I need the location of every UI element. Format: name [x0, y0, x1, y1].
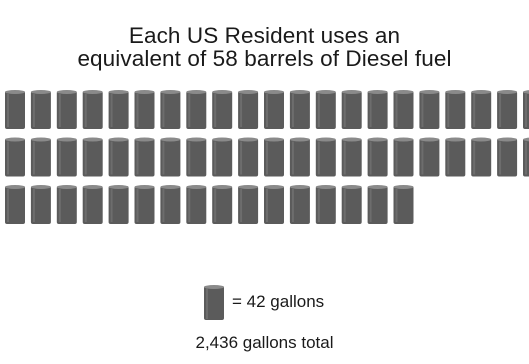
barrel-mark — [160, 137, 181, 177]
barrel-mark — [160, 185, 181, 224]
barrel-mark — [108, 137, 129, 177]
barrel-mark — [108, 90, 129, 129]
barrel-mark — [186, 90, 207, 129]
barrel-mark — [497, 137, 518, 177]
barrel-mark — [445, 90, 466, 129]
barrel-mark — [289, 185, 310, 224]
barrel-mark — [289, 137, 310, 177]
barrel-mark — [5, 137, 25, 177]
barrel-mark — [238, 90, 259, 129]
barrel-mark — [56, 90, 77, 129]
barrel-mark — [523, 90, 529, 129]
barrel-mark — [471, 90, 492, 129]
barrel-mark — [186, 137, 207, 177]
chart-title-line-1: Each US Resident uses an — [128, 23, 401, 48]
barrel-mark — [289, 90, 310, 129]
legend-label: = 42 gallons — [232, 292, 325, 311]
barrel-mark — [5, 185, 25, 224]
barrel-mark — [56, 185, 77, 224]
barrel-mark — [238, 137, 259, 177]
barrel-mark — [56, 137, 77, 177]
barrel-mark — [367, 185, 388, 224]
barrel-mark — [341, 137, 362, 177]
barrel-mark — [108, 185, 129, 224]
barrel-mark — [160, 90, 181, 129]
barrel-mark — [82, 185, 103, 224]
barrel-mark — [393, 137, 414, 177]
barrel-mark — [238, 185, 259, 224]
barrel-mark — [367, 90, 388, 129]
barrel-mark — [264, 90, 284, 129]
barrel-mark — [264, 137, 284, 177]
barrel-mark — [30, 137, 51, 177]
barrel-mark — [367, 137, 388, 177]
barrel-pictograph — [5, 90, 529, 224]
barrel-mark — [134, 90, 155, 129]
chart-title-line-2: equivalent of 58 barrels of Diesel fuel — [77, 46, 452, 71]
barrel-mark — [419, 90, 440, 129]
barrel-mark — [212, 90, 233, 129]
barrel-mark — [523, 137, 529, 177]
barrel-mark — [445, 137, 466, 177]
barrel-mark — [5, 90, 25, 129]
barrel-mark — [497, 90, 518, 129]
barrel-mark — [82, 137, 103, 177]
barrel-mark — [30, 185, 51, 224]
barrel-mark — [212, 137, 233, 177]
barrel-mark — [134, 185, 155, 224]
barrel-mark — [393, 185, 414, 224]
barrel-mark — [264, 185, 284, 224]
barrel-mark — [315, 90, 336, 129]
barrel-mark — [341, 90, 362, 129]
barrel-mark — [341, 185, 362, 224]
total-gallons-label: 2,436 gallons total — [195, 333, 334, 352]
barrel-mark — [212, 185, 233, 224]
barrel-mark — [82, 90, 103, 129]
barrel-mark — [471, 137, 492, 177]
barrel-mark — [393, 90, 414, 129]
barrel-mark — [419, 137, 440, 177]
legend-barrel-icon — [204, 285, 224, 320]
barrel-mark — [315, 185, 336, 224]
barrel-mark — [186, 185, 207, 224]
barrel-mark — [30, 90, 51, 129]
barrel-mark — [315, 137, 336, 177]
barrel-mark — [134, 137, 155, 177]
